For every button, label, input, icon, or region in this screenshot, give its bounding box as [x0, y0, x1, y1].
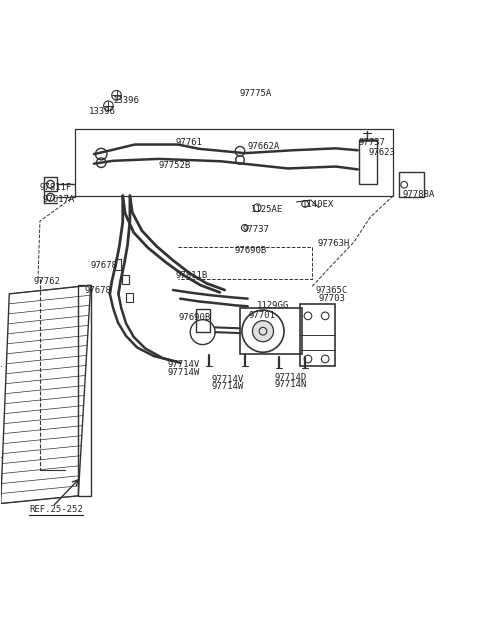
- Text: 97678: 97678: [91, 260, 118, 270]
- Text: 97714V: 97714V: [167, 360, 200, 369]
- Text: 97714N: 97714N: [275, 380, 307, 389]
- Text: 97737: 97737: [242, 225, 269, 234]
- Text: 13396: 13396: [113, 96, 140, 105]
- Text: 97365C: 97365C: [316, 287, 348, 295]
- Bar: [75, 129, 393, 196]
- Text: 97703: 97703: [319, 294, 346, 303]
- Bar: [240, 308, 302, 354]
- Text: 97662A: 97662A: [247, 143, 279, 151]
- Polygon shape: [0, 285, 91, 503]
- Bar: [126, 293, 133, 302]
- Text: 97763H: 97763H: [318, 239, 350, 248]
- Text: 1140EX: 1140EX: [302, 200, 335, 209]
- Text: 97714D: 97714D: [275, 372, 307, 382]
- Text: 97617A: 97617A: [43, 195, 75, 203]
- Text: 97690B: 97690B: [234, 246, 266, 255]
- Bar: [300, 304, 335, 366]
- Text: 97775A: 97775A: [240, 90, 272, 98]
- Text: 97811F: 97811F: [40, 183, 72, 192]
- Bar: [44, 177, 57, 192]
- Text: 97714W: 97714W: [167, 368, 200, 377]
- Text: 97701: 97701: [249, 311, 276, 321]
- Text: 97623: 97623: [368, 148, 395, 156]
- Bar: [399, 172, 424, 197]
- Text: 97811B: 97811B: [175, 271, 208, 280]
- Text: 1125AE: 1125AE: [251, 205, 283, 214]
- Text: 13396: 13396: [89, 106, 116, 116]
- Bar: [196, 309, 210, 332]
- Text: 97690B: 97690B: [179, 313, 211, 322]
- Bar: [115, 259, 121, 270]
- Circle shape: [252, 321, 274, 342]
- Text: 97752B: 97752B: [158, 161, 191, 170]
- Text: REF.25-252: REF.25-252: [29, 505, 83, 514]
- Text: 97762: 97762: [33, 277, 60, 286]
- Text: 97714W: 97714W: [211, 382, 243, 391]
- Text: 97788A: 97788A: [403, 190, 435, 199]
- Bar: [78, 285, 91, 496]
- Text: 97761: 97761: [175, 138, 202, 147]
- Text: 97737: 97737: [359, 138, 385, 147]
- Text: 97678: 97678: [84, 285, 111, 294]
- Text: 97714V: 97714V: [211, 374, 243, 384]
- Bar: [122, 275, 129, 284]
- Text: 1129GG: 1129GG: [257, 301, 289, 310]
- Bar: [359, 140, 377, 184]
